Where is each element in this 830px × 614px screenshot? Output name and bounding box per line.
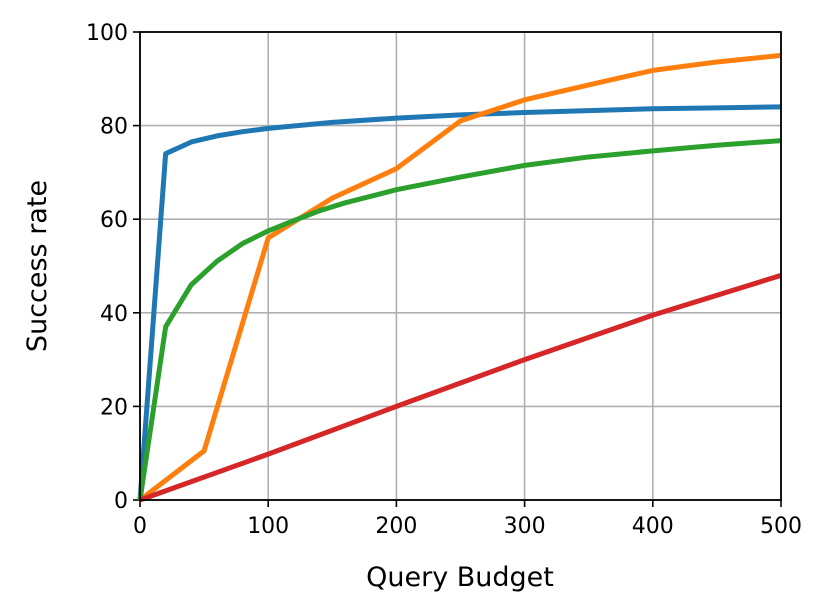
y-tick-label: 0: [114, 489, 128, 514]
line-series: [138, 52, 782, 502]
y-tick-label: 20: [100, 395, 128, 420]
x-tick-label: 200: [375, 514, 417, 539]
x-tick-label: 100: [247, 514, 289, 539]
x-tick-label: 500: [760, 514, 802, 539]
x-tick-label: 0: [133, 514, 147, 539]
x-tick-label: 400: [632, 514, 674, 539]
y-tick-label: 100: [86, 21, 128, 46]
x-tick-label: 300: [504, 514, 546, 539]
y-axis-title: Success rate: [22, 180, 53, 352]
y-tick-label: 60: [100, 208, 128, 233]
y-tick-label: 40: [100, 302, 128, 327]
line-series: [137, 138, 782, 501]
line-series: [139, 272, 782, 503]
plot-frame: [139, 31, 782, 501]
line-series: [137, 104, 782, 501]
y-tick-label: 80: [100, 115, 128, 140]
x-axis-title: Query Budget: [366, 562, 554, 593]
